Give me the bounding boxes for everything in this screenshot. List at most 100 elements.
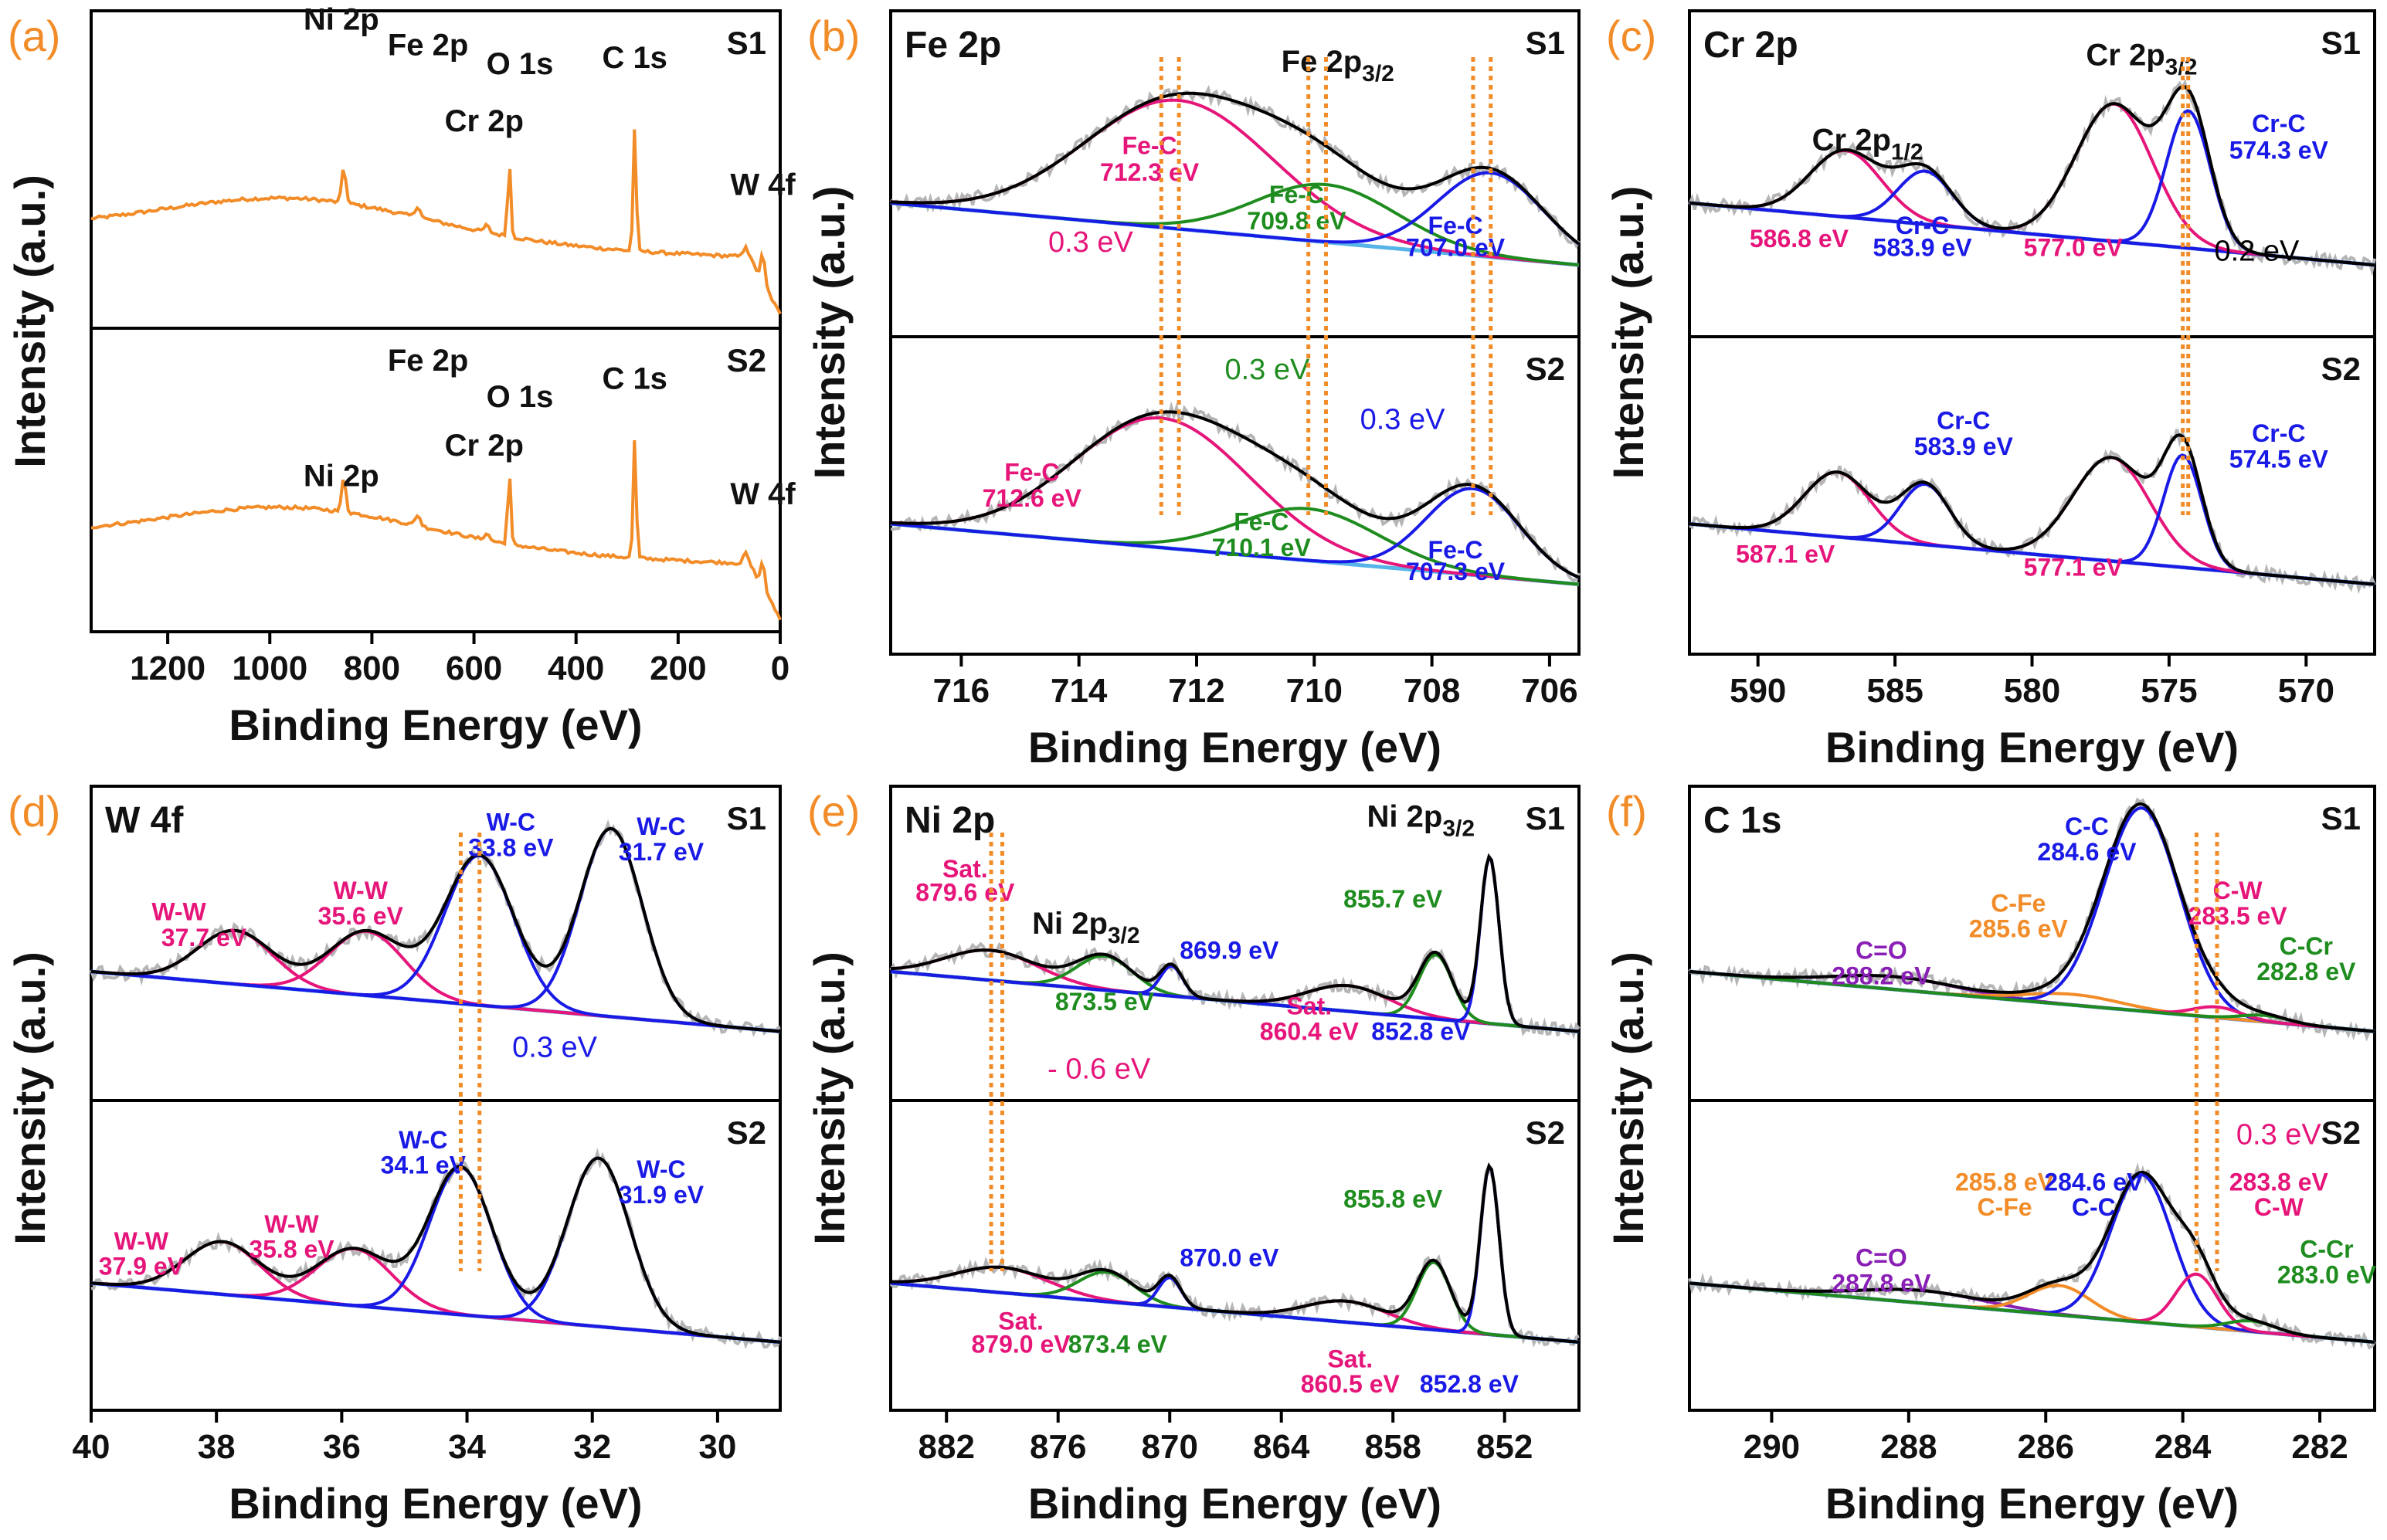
- x-tick-label: 876: [1030, 1428, 1086, 1466]
- component-label: 34.1 eV: [381, 1152, 467, 1179]
- x-tick-label: 852: [1476, 1428, 1533, 1466]
- x-axis-title: Binding Energy (eV): [1825, 723, 2239, 772]
- peak-label: Fe 2p: [388, 29, 468, 63]
- component-label: Fe-C: [1428, 536, 1483, 564]
- component-label: 869.9 eV: [1180, 936, 1279, 964]
- shift-label: 0.3 eV: [2236, 1118, 2322, 1151]
- peak-label: W 4f: [730, 168, 796, 202]
- panel-letter: (d): [8, 787, 60, 836]
- envelope-line: [90, 1156, 781, 1344]
- component-label: 586.8 eV: [1750, 225, 1849, 253]
- x-tick-label: 290: [1744, 1428, 1800, 1466]
- x-axis-title: Binding Energy (eV): [229, 700, 642, 749]
- x-tick-label: 200: [650, 650, 706, 687]
- shift-label: 0.3 eV: [1048, 226, 1134, 259]
- x-tick-label: 34: [448, 1428, 486, 1466]
- x-tick-label: 282: [2291, 1428, 2348, 1466]
- subpanel-s1: S1W-W37.7 eVW-W35.6 eVW-C33.8 eVW-C31.7 …: [90, 800, 781, 1064]
- component-label: 33.8 eV: [468, 834, 554, 862]
- component-label: 709.8 eV: [1247, 207, 1346, 235]
- envelope-line: [1689, 433, 2375, 586]
- component-label: 873.4 eV: [1068, 1330, 1168, 1358]
- component-label: 37.9 eV: [99, 1253, 185, 1281]
- sample-label: S2: [1526, 351, 1565, 387]
- x-axis-title: Binding Energy (eV): [1028, 1479, 1441, 1528]
- sample-label: S1: [727, 800, 766, 836]
- component-label: Sat.: [1327, 1345, 1373, 1373]
- component-label: C-Fe: [1977, 1193, 2032, 1221]
- y-axis-title: Intensity (a.u.): [5, 951, 54, 1245]
- sample-label: S1: [1526, 800, 1565, 836]
- y-axis-title: Intensity (a.u.): [805, 951, 854, 1245]
- component-label: 873.5 eV: [1055, 988, 1155, 1016]
- component-label: Fe-C: [1122, 132, 1177, 160]
- peak-label: C 1s: [602, 362, 667, 396]
- component-label: Sat.: [1286, 992, 1332, 1019]
- component-label: 37.7 eV: [161, 924, 247, 951]
- x-tick-label: 286: [2018, 1428, 2074, 1466]
- component-label: C-W: [2213, 877, 2263, 904]
- panel-frame: [889, 785, 1581, 1412]
- component-label: 860.4 eV: [1260, 1018, 1360, 1046]
- panel-b: 716 714 712 710 708 706 Binding Energy (eV) Int…: [805, 9, 1581, 772]
- component-label: 284.6 eV: [2044, 1168, 2144, 1196]
- core-level-label: Cr 2p3/2: [2086, 39, 2197, 80]
- y-axis-title: Intensity (a.u.): [805, 186, 854, 480]
- core-level-label: Ni 2p3/2: [1032, 907, 1140, 948]
- raw-data-line: [1688, 427, 2376, 595]
- panel-title: Ni 2p: [905, 800, 995, 841]
- component-label: 574.3 eV: [2229, 136, 2329, 164]
- component-label: 284.6 eV: [2037, 838, 2137, 866]
- core-level-label-base: Cr 2p: [2086, 39, 2165, 73]
- component-label: Sat.: [998, 1307, 1044, 1335]
- x-tick-label: 710: [1286, 672, 1343, 710]
- component-label: W-W: [114, 1227, 169, 1255]
- x-axis-title: Binding Energy (eV): [1028, 723, 1441, 772]
- x-tick-label: 870: [1142, 1428, 1198, 1466]
- component-label: W-C: [637, 1155, 685, 1183]
- y-axis-title: Intensity (a.u.): [5, 175, 54, 468]
- component-label: Fe-C: [1004, 458, 1059, 486]
- component-label: C-W: [2254, 1193, 2304, 1221]
- raw-data-line: [889, 1162, 1580, 1348]
- sample-label: S2: [2321, 351, 2361, 387]
- component-label: Fe-C: [1269, 181, 1324, 209]
- panel-title: W 4f: [105, 800, 184, 841]
- panel-a: 1200 1000 800 600 400 200 0 Binding Energy (eV)…: [5, 3, 796, 749]
- panel-letter: (f): [1606, 787, 1647, 836]
- shift-label: - 0.6 eV: [1047, 1053, 1151, 1085]
- x-tick-label: 585: [1866, 672, 1923, 710]
- x-axis-title: Binding Energy (eV): [1825, 1479, 2239, 1528]
- component-label: 285.8 eV: [1955, 1168, 2055, 1196]
- sample-label: S2: [1526, 1114, 1565, 1151]
- panel-title: Fe 2p: [905, 25, 1001, 66]
- core-level-label-base: Ni 2p: [1032, 907, 1108, 941]
- core-level-label: Ni 2p3/2: [1367, 800, 1475, 842]
- component-label: 587.1 eV: [1736, 541, 1835, 568]
- x-tick-label: 0: [771, 650, 789, 687]
- x-tick-label: 32: [573, 1428, 611, 1466]
- component-label: 712.6 eV: [983, 484, 1082, 512]
- component-label: Cr-C: [2252, 419, 2305, 447]
- component-label: C=O: [1856, 1244, 1907, 1272]
- subpanel-s2: S2 Fe 2p Ni 2p Cr 2p O 1s C 1s W 4f: [91, 342, 796, 621]
- y-axis-title: Intensity (a.u.): [1604, 951, 1652, 1245]
- survey-spectrum: [91, 440, 782, 621]
- envelope-line: [1689, 1170, 2375, 1344]
- envelope-line: [890, 853, 1580, 1033]
- component-label: 710.1 eV: [1212, 534, 1312, 561]
- peak-label: Cr 2p: [445, 104, 524, 138]
- x-tick-label: 1200: [130, 650, 205, 687]
- core-level-label-base: Ni 2p: [1367, 800, 1443, 834]
- core-level-label: Cr 2p1/2: [1812, 123, 1924, 165]
- component-label: W-C: [487, 808, 535, 836]
- sample-label: S1: [2321, 800, 2361, 836]
- x-tick-label: 600: [446, 650, 502, 687]
- x-tick-label: 1000: [232, 650, 307, 687]
- component-label: 577.1 eV: [2024, 553, 2124, 581]
- component-peak: [1689, 970, 2375, 1033]
- x-tick-label: 864: [1253, 1428, 1310, 1466]
- shift-label: 0.3 eV: [1360, 403, 1446, 436]
